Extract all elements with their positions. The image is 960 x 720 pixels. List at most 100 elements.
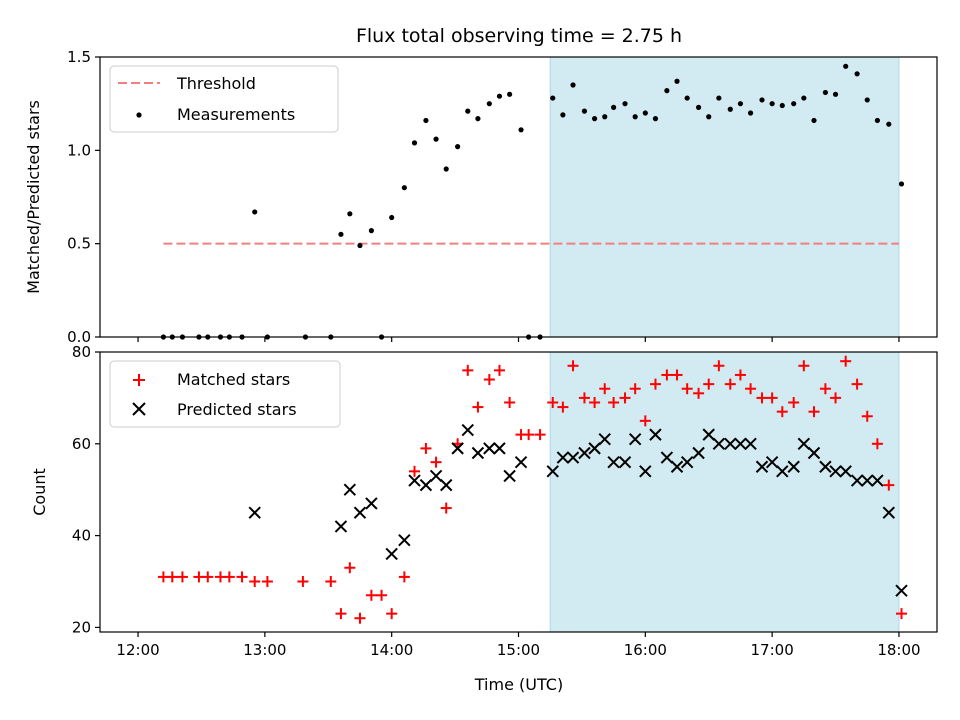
measurement-point <box>455 144 461 150</box>
measurement-point <box>423 117 429 124</box>
matched-stars-point <box>661 369 673 381</box>
predicted-stars-point-b <box>670 460 684 473</box>
matched-stars-point <box>776 406 788 418</box>
predicted-stars-point-b <box>702 428 715 441</box>
predicted-stars-point <box>607 455 620 469</box>
matched-stars-point <box>819 383 831 395</box>
matched-stars-point <box>483 374 495 386</box>
measurement-point <box>475 116 481 122</box>
measurement-point <box>822 89 829 96</box>
predicted-stars-point <box>514 455 528 469</box>
predicted-stars-point <box>598 433 611 446</box>
measurement-point <box>779 102 785 109</box>
predicted-stars-point <box>807 446 821 460</box>
predicted-stars-point <box>712 437 726 451</box>
predicted-stars-point-b <box>598 433 611 446</box>
x-tick-label: 14:00 <box>370 641 413 659</box>
matched-stars-point <box>223 571 235 583</box>
predicted-stars-point-b <box>692 446 705 460</box>
predicted-stars-point <box>882 506 896 519</box>
predicted-stars-point <box>408 474 421 487</box>
matched-stars-point <box>713 360 725 372</box>
ratio-panel-shaded-region <box>549 56 900 338</box>
measurement-point <box>727 106 733 112</box>
predicted-stars-point <box>343 483 357 496</box>
x-tick-label: 15:00 <box>497 641 540 659</box>
measurement-point <box>496 93 503 99</box>
measurement-point <box>674 78 680 84</box>
predicted-legend-label: Predicted stars <box>177 400 297 419</box>
chart-title: Flux total observing time = 2.75 h <box>356 25 682 47</box>
predicted-stars-point <box>861 474 874 487</box>
measurement-point <box>465 108 471 114</box>
predicted-stars-point-b <box>765 455 779 469</box>
predicted-stars-point-b <box>724 437 737 451</box>
predicted-stars-point <box>787 460 800 473</box>
matched-stars-point <box>840 355 852 367</box>
measurement-point <box>368 228 374 234</box>
measurement-point <box>518 127 524 133</box>
matched-stars-point <box>567 360 579 372</box>
matched-stars-point <box>693 387 705 399</box>
matched-stars-point <box>236 571 248 583</box>
predicted-stars-point-b <box>607 455 620 469</box>
matched-legend-marker <box>133 374 145 386</box>
matched-stars-point <box>589 396 601 408</box>
y-tick-label: 80 <box>72 343 91 361</box>
predicted-stars-point <box>744 437 757 451</box>
matched-stars-point <box>472 401 484 413</box>
measurement-point <box>747 110 754 116</box>
matched-stars-point <box>756 392 768 404</box>
measurement-point <box>791 101 797 107</box>
measurement-point <box>886 121 892 127</box>
predicted-stars-point-b <box>744 437 757 451</box>
predicted-stars-point <box>556 451 570 464</box>
x-tick-label: 17:00 <box>751 641 794 659</box>
matched-stars-point <box>639 415 651 427</box>
count-series-0 <box>157 355 907 624</box>
matched-stars-point <box>462 364 474 376</box>
matched-stars-point <box>504 396 516 408</box>
matched-stars-point <box>534 429 546 441</box>
predicted-stars-point <box>649 428 662 441</box>
count-series-1 <box>248 423 908 597</box>
matched-stars-point <box>176 571 188 583</box>
matched-stars-point <box>851 378 863 390</box>
predicted-stars-point <box>353 506 367 519</box>
predicted-stars-point <box>429 469 443 483</box>
ratio-panel-legend: Threshold Measurements <box>109 65 339 133</box>
measurement-point <box>507 91 513 97</box>
x-tick-label: 12:00 <box>116 641 159 659</box>
predicted-stars-point <box>385 547 398 561</box>
predicted-stars-point-b <box>776 465 789 478</box>
predicted-stars-point-b <box>839 465 852 478</box>
predicted-stars-point-b <box>408 474 421 487</box>
matched-stars-point <box>808 406 820 418</box>
measurement-point <box>759 97 765 103</box>
y-tick-label: 60 <box>72 435 91 453</box>
predicted-stars-point-b <box>895 584 908 597</box>
predicted-stars-point <box>660 451 674 464</box>
matched-stars-point <box>619 392 631 404</box>
y-tick-label: 0.0 <box>67 328 91 346</box>
predicted-stars-point <box>755 460 769 473</box>
measurement-point <box>591 116 598 122</box>
predicted-stars-point <box>734 437 747 451</box>
predicted-stars-point-b <box>419 478 433 492</box>
measurement-point <box>570 82 576 88</box>
matched-stars-point <box>671 369 683 381</box>
predicted-stars-point-b <box>483 442 496 455</box>
predicted-stars-point-b <box>797 437 811 451</box>
measurements-legend-marker <box>136 112 142 118</box>
measurement-point <box>486 101 492 107</box>
matched-stars-point <box>354 612 366 624</box>
matched-stars-point <box>430 456 442 468</box>
predicted-stars-point-b <box>660 451 674 464</box>
matched-stars-point <box>788 396 800 408</box>
predicted-stars-point <box>503 469 516 483</box>
ratio-panel-y-axis-title: Matched/Predicted stars <box>24 100 43 294</box>
predicted-stars-point <box>471 446 485 460</box>
predicted-stars-point-b <box>628 433 642 446</box>
measurement-point <box>433 136 439 142</box>
